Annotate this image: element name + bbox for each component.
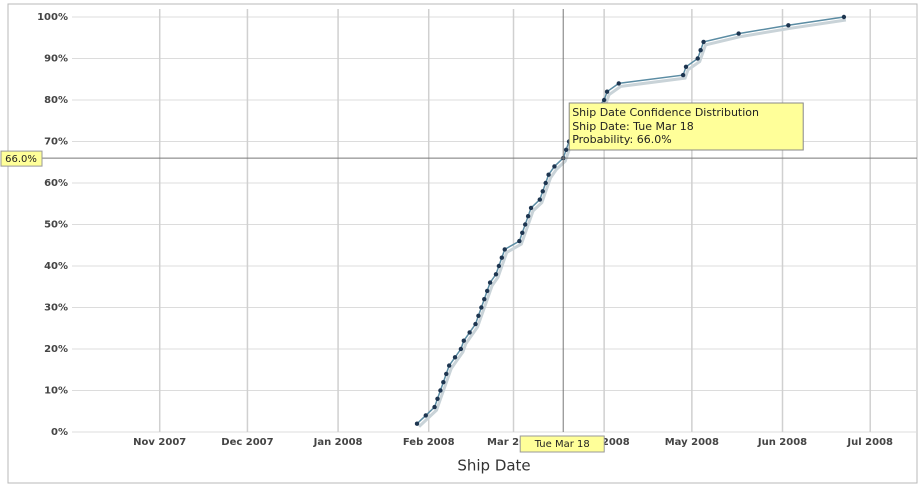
- data-point: [423, 413, 428, 418]
- data-point: [414, 421, 420, 426]
- data-point: [444, 371, 449, 377]
- data-point: [736, 31, 741, 36]
- data-point: [441, 380, 446, 385]
- data-point: [467, 330, 472, 335]
- tooltip-box: [568, 102, 804, 151]
- data-point: [543, 180, 548, 186]
- data-point: [473, 321, 478, 327]
- line-shadow: [417, 18, 847, 428]
- x-axis-label: Ship Date: [457, 457, 530, 475]
- data-point: [604, 89, 610, 94]
- data-point: [484, 288, 490, 294]
- data-point: [476, 313, 481, 318]
- data-point: [446, 363, 452, 368]
- y-tick-label: 20%: [44, 344, 68, 355]
- x-tick-label: Jan 2008: [313, 437, 363, 448]
- y-tick-label: 40%: [44, 261, 68, 272]
- data-point: [461, 338, 466, 343]
- x-tick-label: Jul 2008: [846, 437, 893, 448]
- y-tick-label: 60%: [44, 178, 68, 189]
- data-point: [695, 56, 700, 61]
- data-point: [601, 97, 607, 103]
- tooltip-line: Probability: 66.0%: [572, 133, 672, 146]
- data-point: [502, 247, 507, 252]
- data-point: [523, 222, 528, 227]
- data-point: [517, 238, 522, 244]
- x-tick-label: Nov 2007: [133, 437, 186, 448]
- data-point: [701, 39, 706, 45]
- data-point: [680, 72, 686, 78]
- data-point: [458, 346, 464, 352]
- data-point: [540, 189, 545, 194]
- data-point: [452, 355, 458, 360]
- y-tick-label: 80%: [44, 95, 68, 106]
- data-point: [432, 404, 437, 410]
- data-point: [698, 48, 703, 53]
- data-point: [520, 230, 525, 235]
- series-line: [416, 16, 845, 425]
- y-tick-label: 70%: [44, 137, 68, 148]
- data-point: [493, 272, 499, 277]
- y-tick-label: 50%: [44, 220, 68, 231]
- chart-frame: [7, 3, 918, 484]
- data-point: [537, 197, 543, 202]
- y-tick-label: 90%: [44, 54, 68, 65]
- x-tick-label: Mar 2008: [487, 437, 540, 448]
- data-point: [528, 205, 534, 211]
- data-point: [525, 214, 531, 219]
- data-point: [482, 297, 487, 302]
- data-point: [496, 263, 502, 269]
- data-point: [479, 305, 484, 310]
- data-point: [499, 255, 505, 260]
- tooltip-line: Ship Date: Tue Mar 18: [572, 120, 694, 133]
- data-point: [487, 280, 493, 285]
- crosshair-y-box: [0, 150, 43, 167]
- x-tick-label: May 2008: [665, 437, 719, 448]
- data-point: [552, 164, 557, 169]
- data-point: [616, 81, 621, 86]
- data-point: [435, 396, 440, 401]
- y-tick-label: 0%: [51, 427, 68, 438]
- crosshair-x-box: [519, 435, 605, 453]
- data-point: [841, 14, 847, 20]
- crosshair-y-label: 66.0%: [5, 154, 37, 165]
- y-tick-label: 100%: [37, 12, 68, 23]
- y-tick-label: 10%: [44, 386, 68, 397]
- data-point: [438, 388, 443, 393]
- data-point: [563, 147, 569, 152]
- tooltip-title: Ship Date Confidence Distribution: [572, 106, 759, 119]
- data-point: [546, 172, 551, 177]
- data-point: [786, 23, 791, 28]
- y-tick-label: 30%: [44, 303, 68, 314]
- data-point: [683, 64, 689, 70]
- x-tick-label: Feb 2008: [403, 437, 455, 448]
- x-tick-label: Jun 2008: [757, 437, 807, 448]
- x-tick-label: Dec 2007: [221, 437, 273, 448]
- crosshair-x-label: Tue Mar 18: [534, 439, 590, 450]
